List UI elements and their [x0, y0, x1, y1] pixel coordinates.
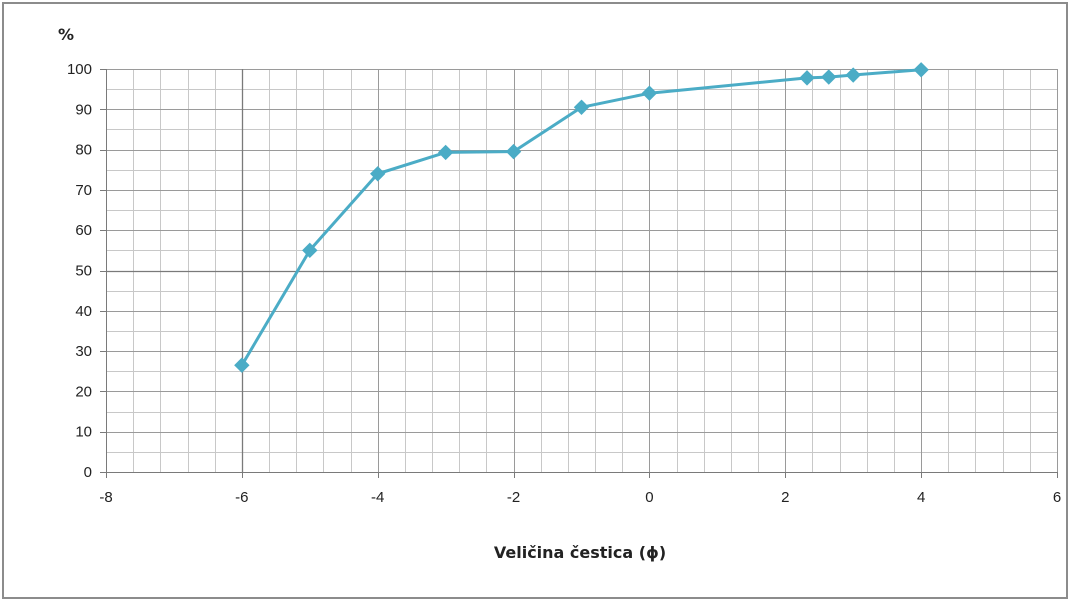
data-point — [234, 357, 250, 373]
axes — [100, 69, 1058, 478]
data-point — [505, 143, 522, 160]
x-tick-labels: -8 -6 -4 -2 0 2 4 6 — [99, 489, 1061, 506]
data-point — [437, 144, 454, 161]
data-point — [799, 70, 815, 86]
major-gridlines — [106, 69, 1058, 473]
x-tick-label: 2 — [781, 489, 789, 506]
y-tick-label: 30 — [75, 343, 92, 360]
x-tick-label: -8 — [99, 489, 112, 506]
y-tick-label: 50 — [75, 263, 92, 280]
x-tick-label: -6 — [235, 489, 248, 506]
x-tick-label: 4 — [917, 489, 925, 506]
y-tick-label: 80 — [75, 142, 92, 159]
x-tick-label: 0 — [645, 489, 653, 506]
y-tick-label: 20 — [75, 383, 92, 400]
data-point — [641, 85, 658, 101]
y-tick-labels: 0 10 20 30 40 50 60 70 80 90 100 — [67, 61, 92, 481]
y-tick-label: 60 — [75, 222, 92, 239]
y-tick-label: 90 — [75, 101, 92, 118]
data-point — [302, 242, 318, 259]
data-point — [913, 62, 929, 78]
data-point — [573, 99, 590, 115]
x-tick-label: 6 — [1053, 489, 1061, 506]
y-tick-label: 40 — [75, 303, 92, 320]
data-point — [821, 69, 837, 85]
y-tick-label: 100 — [67, 61, 92, 78]
series-group — [234, 62, 929, 373]
chart-frame — [2, 2, 1068, 599]
x-tick-label: -2 — [507, 489, 520, 506]
data-point — [370, 166, 386, 182]
minor-gridlines — [106, 69, 1058, 473]
y-tick-label: 0 — [84, 464, 92, 481]
y-axis-label: % — [58, 25, 74, 44]
y-tick-label: 70 — [75, 182, 92, 199]
data-point — [845, 67, 861, 83]
x-axis-label: Veličina čestica (ϕ) — [494, 543, 666, 562]
x-tick-label: -4 — [371, 489, 384, 506]
y-tick-label: 10 — [75, 424, 92, 441]
